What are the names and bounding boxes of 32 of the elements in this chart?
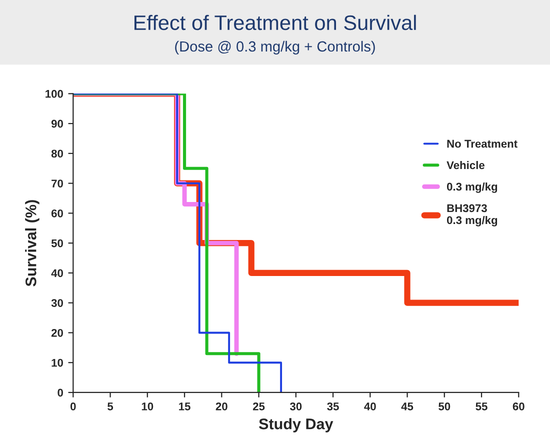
x-tick-label: 25: [252, 402, 265, 410]
y-tick-label: 90: [51, 120, 63, 128]
x-tick-label: 30: [290, 402, 302, 410]
legend-label: Vehicle: [446, 160, 484, 170]
y-tick-label: 30: [51, 299, 63, 307]
y-tick-label: 0: [58, 388, 63, 397]
x-tick-label: 35: [327, 402, 339, 410]
legend-label: BH3973 0.3 mg/kg: [447, 204, 498, 226]
x-tick-label: 10: [142, 402, 154, 410]
legend-label: No Treatment: [447, 140, 518, 148]
chart-subtitle: (Dose @ 0.3 mg/kg + Controls): [175, 40, 375, 55]
y-tick-label: 50: [51, 239, 63, 248]
x-tick-label: 20: [216, 402, 228, 410]
y-tick-label: 70: [52, 180, 63, 188]
x-tick-label: 0: [70, 402, 76, 410]
x-tick-label: 40: [364, 402, 376, 410]
x-tick-label: 60: [512, 402, 524, 410]
x-tick-label: 5: [108, 402, 114, 410]
x-tick-label: 50: [438, 402, 450, 410]
chart-title: Effect of Treatment on Survival: [134, 14, 416, 30]
x-axis-title: Study Day: [258, 418, 334, 432]
y-tick-label: 100: [46, 90, 63, 98]
x-tick-label: 55: [476, 402, 488, 410]
x-tick-label: 15: [179, 402, 190, 410]
y-tick-label: 20: [51, 328, 63, 337]
y-tick-label: 80: [51, 150, 63, 158]
x-tick-label: 45: [401, 402, 414, 410]
y-tick-label: 10: [52, 358, 63, 367]
y-tick-label: 40: [51, 269, 63, 278]
y-tick-label: 60: [51, 209, 63, 218]
legend-label: 0.3 mg/kg: [447, 182, 498, 193]
y-axis-title: Survival (%): [25, 200, 40, 286]
